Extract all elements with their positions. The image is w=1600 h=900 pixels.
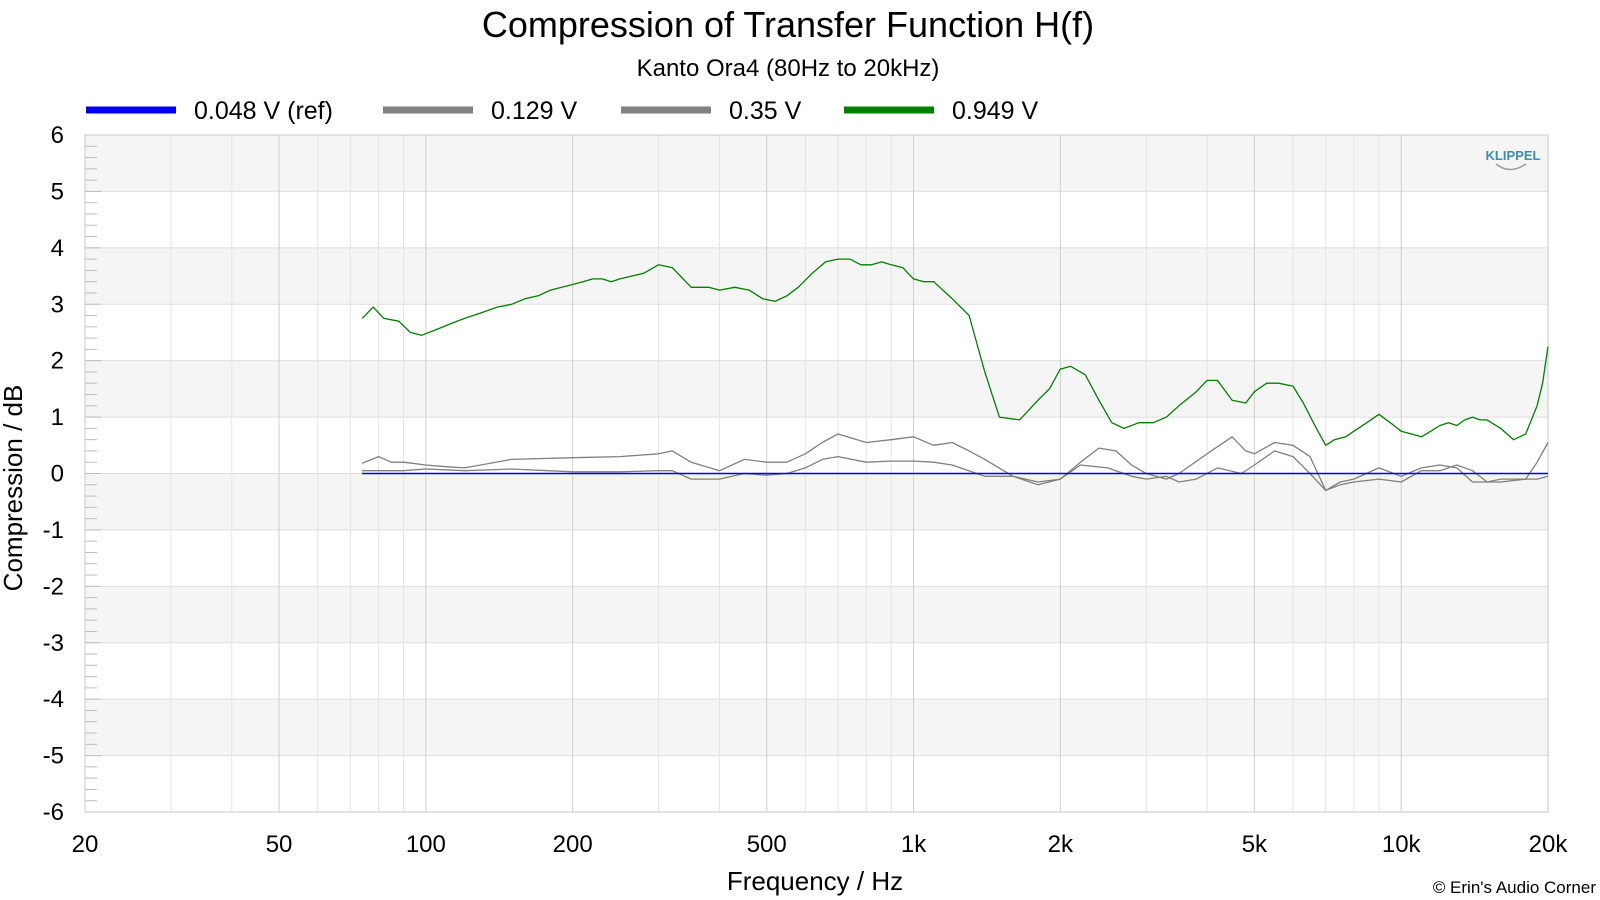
legend-label: 0.949 V bbox=[952, 97, 1039, 125]
copyright-credit: © Erin's Audio Corner bbox=[1433, 878, 1597, 897]
y-tick-label: 5 bbox=[51, 178, 64, 205]
series-line bbox=[361, 258, 1549, 446]
x-tick-label: 1k bbox=[901, 831, 927, 858]
y-minor-ticks bbox=[85, 134, 101, 813]
klippel-logo-swoosh bbox=[1495, 163, 1527, 171]
y-tick-label: -3 bbox=[43, 630, 64, 657]
x-tick-label: 20k bbox=[1529, 831, 1569, 858]
legend: 0.048 V (ref) 0.129 V 0.35 V 0.949 V bbox=[86, 97, 1039, 125]
y-tick-label: 6 bbox=[51, 122, 64, 149]
legend-label: 0.048 V (ref) bbox=[194, 97, 333, 125]
legend-label: 0.35 V bbox=[729, 97, 802, 125]
y-tick-label: 1 bbox=[51, 404, 64, 431]
x-tick-label: 500 bbox=[747, 831, 787, 858]
y-tick-label: 0 bbox=[51, 461, 64, 488]
y-tick-label: 4 bbox=[51, 235, 64, 262]
x-tick-label: 200 bbox=[553, 831, 593, 858]
band bbox=[85, 360, 1548, 418]
x-tick-label: 50 bbox=[266, 831, 293, 858]
y-tick-label: -5 bbox=[43, 743, 64, 770]
legend-label: 0.129 V bbox=[491, 97, 578, 125]
plot-area bbox=[84, 134, 1549, 813]
x-tick-label: 2k bbox=[1048, 831, 1074, 858]
x-tick-label: 20 bbox=[72, 831, 99, 858]
x-axis-label: Frequency / Hz bbox=[727, 866, 903, 896]
y-tick-label: 2 bbox=[51, 348, 64, 375]
band bbox=[85, 586, 1548, 643]
band bbox=[85, 473, 1548, 530]
plot-bands bbox=[85, 135, 1548, 812]
x-tick-label: 100 bbox=[406, 831, 446, 858]
band bbox=[85, 417, 1548, 474]
series-layer bbox=[361, 258, 1549, 492]
band bbox=[85, 699, 1548, 756]
band bbox=[85, 755, 1548, 812]
band bbox=[85, 529, 1548, 587]
y-tick-label: -1 bbox=[43, 517, 64, 544]
x-tick-label: 5k bbox=[1242, 831, 1268, 858]
y-tick-labels: -6 -5 -4 -3 -2 -1 0 1 2 3 4 5 6 bbox=[43, 122, 64, 826]
klippel-logo: KLIPPEL bbox=[1486, 148, 1541, 171]
chart-title: Compression of Transfer Function H(f) bbox=[482, 4, 1094, 45]
klippel-logo-text: KLIPPEL bbox=[1486, 148, 1541, 163]
y-tick-label: -2 bbox=[43, 573, 64, 600]
x-tick-labels: 20 50 100 200 500 1k 2k 5k 10k 20k bbox=[72, 831, 1569, 858]
x-tick-label: 10k bbox=[1382, 831, 1422, 858]
band bbox=[85, 247, 1548, 305]
y-tick-label: -4 bbox=[43, 686, 64, 713]
band bbox=[85, 304, 1548, 361]
y-tick-label: 3 bbox=[51, 291, 64, 318]
series-line bbox=[362, 450, 1549, 492]
series-line bbox=[361, 433, 1549, 492]
band bbox=[85, 642, 1548, 700]
y-axis-label: Compression / dB bbox=[0, 385, 28, 592]
chart-subtitle: Kanto Ora4 (80Hz to 20kHz) bbox=[637, 55, 940, 82]
y-tick-label: -6 bbox=[43, 799, 64, 826]
band bbox=[85, 191, 1548, 248]
band bbox=[85, 135, 1548, 192]
